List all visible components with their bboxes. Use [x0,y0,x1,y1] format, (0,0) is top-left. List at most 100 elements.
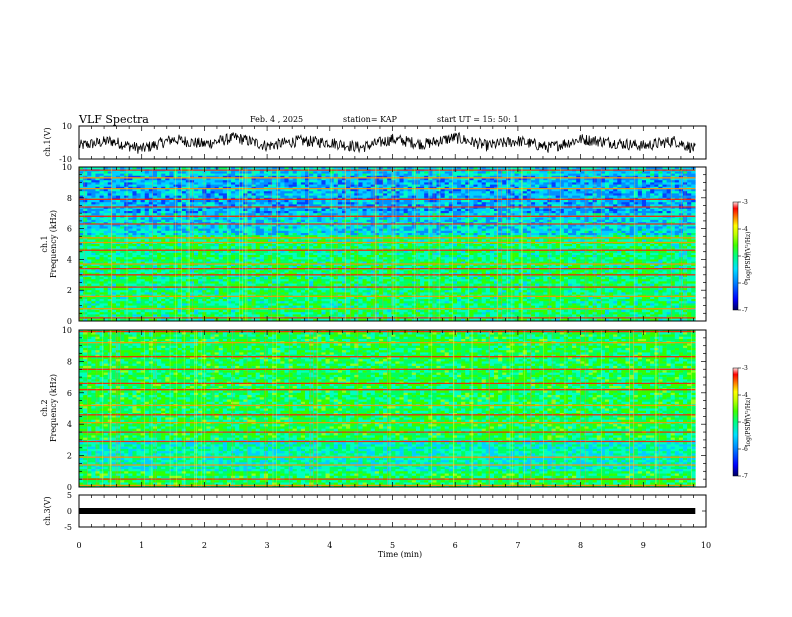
spectrogram-cell [210,175,215,179]
spectrogram-cell [444,189,450,192]
spectrogram-cell [489,200,495,203]
spectrogram-cell [637,180,643,183]
spectrogram-cell [436,180,441,183]
spectrogram-cell [621,191,626,194]
spectrogram-cell [424,173,429,177]
spectrogram-cell [370,206,376,210]
spectrogram-cell [670,224,676,227]
spectrogram-cell [555,222,561,225]
spectrogram-cell [633,173,639,177]
spectrogram-cell [103,211,109,214]
spectrogram-cell [469,191,474,194]
spectrogram-cell [161,237,166,240]
spectrogram-cell [670,193,676,196]
spectrogram-cell [617,237,622,240]
spectrogram-cell [625,167,630,170]
spectrogram-cell [362,184,367,188]
spectrogram-cell [469,208,474,212]
spectrogram-cell [337,217,343,221]
spectrogram-cell [543,206,548,210]
spectrogram-cell [563,222,569,225]
spectrogram-cell [346,204,351,207]
spectrogram-cell [247,233,252,236]
spectrogram-cell [522,208,528,212]
spectrogram-cell [457,178,462,181]
spectrogram-cell [428,202,433,205]
spectrogram-cell [263,213,269,216]
spectrogram-cell [584,211,589,214]
spectrogram-cell [432,228,437,232]
spectrogram-cell [580,230,585,234]
spectrogram-cell [124,202,129,205]
spectrogram-cell [288,222,293,225]
spectrogram-cell [547,180,552,183]
spectrogram-cell [395,219,400,223]
spectrogram-cell [403,233,409,236]
spectrogram-cell [268,200,273,203]
spectrogram-cell [181,208,187,212]
spectrogram-cell [91,204,96,207]
spectrogram-cell [411,213,417,216]
spectrogram-cell [489,211,495,214]
spectrogram-cell [494,189,499,192]
spectrogram-cell [432,184,437,188]
spectrogram-cell [559,173,565,177]
spectrogram-cell [498,180,503,183]
spectrogram-cell [317,182,322,185]
spectrogram-cell [202,206,207,210]
spectrogram-cell [218,178,224,181]
spectrogram-cell [321,195,326,199]
spectrogram-cell [469,237,474,240]
spectrogram-cell [403,213,409,216]
spectrogram-cell [115,171,121,174]
spectrogram-cell [535,189,540,192]
spectrogram-cell [304,167,310,170]
spectrogram-cell [452,189,458,192]
spectrogram-cell [522,213,528,216]
spectrogram-cell [650,200,655,203]
spectrogram-cell [272,195,277,199]
spectrogram-cell [177,239,183,243]
spectrogram-cell [370,235,376,238]
spectrogram-cell [452,230,458,234]
spectrogram-cell [678,184,684,188]
spectrogram-cell [268,217,273,221]
spectrogram-cell [600,175,606,179]
spectrogram-cell [387,204,392,207]
spectrogram-cell [214,219,220,223]
spectrogram-cell [477,226,482,229]
spectrogram-cell [539,228,544,232]
spectrogram-cell [477,193,482,196]
spectrogram-cell [584,208,589,212]
spectrogram-cell [629,228,635,232]
spectrogram-cell [309,235,314,238]
spectrogram-cell [198,191,203,194]
spectrogram-cell [107,191,113,194]
spectrogram-cell [658,224,663,227]
spectrogram-cell [580,219,585,223]
spectrogram-cell [288,178,293,181]
spectrogram-cell [136,226,141,229]
spectrogram-cell [555,167,561,170]
spectrogram-cell [91,175,96,179]
spectrogram-cell [300,191,306,194]
spectrogram-cell [403,193,409,196]
spectrogram-cell [87,178,92,181]
spectrogram-cell [222,184,228,188]
spectrogram-cell [530,178,536,181]
spectrogram-cell [473,180,478,183]
spectrogram-cell [337,222,343,225]
spectrogram-cell [514,184,519,188]
spectrogram-cell [83,200,88,203]
spectrogram-cell [354,208,359,212]
spectrogram-cell [165,213,170,216]
spectrogram-cell [588,178,593,181]
spectrogram-cell [625,184,630,188]
spectrogram-cell [144,224,150,227]
spectrogram-cell [428,224,433,227]
spectrogram-cell [572,189,577,192]
spectrogram-cell [115,193,121,196]
spectrogram-cell [358,195,363,199]
spectrogram-cell [530,226,536,229]
spectrogram-cell [346,211,351,214]
